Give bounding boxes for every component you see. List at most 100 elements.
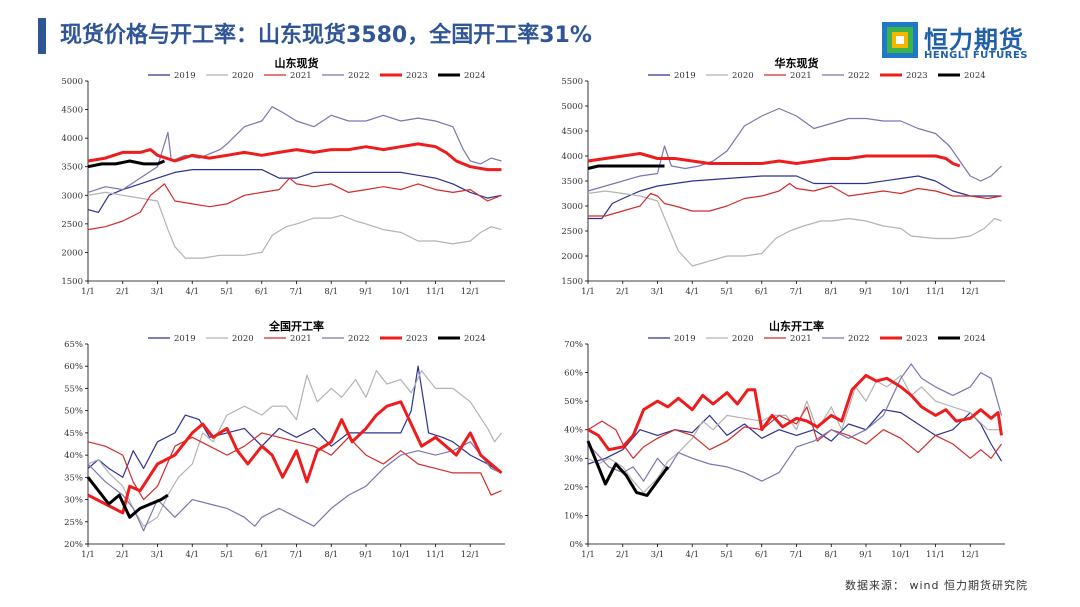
x-tick-label: 3/1 (651, 287, 665, 297)
y-tick-label: 3500 (561, 177, 583, 187)
x-tick-label: 4/1 (185, 550, 199, 560)
x-tick-label: 4/1 (185, 287, 199, 297)
y-tick-label: 1500 (61, 277, 83, 287)
legend-label-2022: 2022 (348, 334, 370, 344)
y-tick-label: 2000 (561, 252, 583, 262)
logo-name-cn: 恒力期货 (924, 26, 1024, 54)
legend-label-2020: 2020 (232, 71, 254, 81)
x-tick-label: 4/1 (685, 287, 699, 297)
x-tick-label: 3/1 (651, 550, 665, 560)
y-tick-label: 2500 (561, 227, 583, 237)
x-tick-label: 8/1 (324, 550, 338, 560)
x-tick-label: 5/1 (220, 287, 234, 297)
legend-label-2019: 2019 (674, 71, 696, 81)
x-tick-label: 9/1 (859, 287, 873, 297)
y-tick-label: 4500 (561, 127, 583, 137)
chart-shandong-spot: 山东现货 2019 2020 2021 2022 2023 2024 1500 2000 2500… (40, 55, 515, 300)
series-line-2020 (87, 370, 502, 527)
y-tick-label: 4000 (61, 134, 83, 144)
legend-label-2024: 2024 (964, 334, 986, 344)
x-tick-label: 11/1 (426, 550, 445, 560)
chart-title: 华东现货 (775, 56, 819, 70)
y-tick-label: 4500 (61, 106, 83, 116)
y-tick-label: 55% (64, 384, 83, 394)
legend-label-2023: 2023 (906, 71, 928, 81)
series-line-2023 (587, 152, 961, 168)
series-line-2019 (87, 365, 502, 478)
x-tick-label: 10/1 (391, 550, 410, 560)
series-line-2020 (587, 190, 1002, 267)
x-tick-label: 12/1 (461, 550, 480, 560)
data-source: 数据来源： wind 恒力期货研究院 (845, 579, 1028, 592)
series-line-2021 (587, 406, 1002, 459)
series-line-2024 (87, 159, 166, 169)
y-tick-label: 40% (64, 451, 83, 461)
logo-mark-icon (882, 22, 918, 58)
y-tick-label: 20% (64, 540, 83, 550)
legend-label-2019: 2019 (674, 334, 696, 344)
x-tick-label: 10/1 (391, 287, 410, 297)
x-tick-label: 12/1 (461, 287, 480, 297)
y-tick-label: 5500 (561, 77, 583, 87)
y-tick-label: 5000 (61, 77, 83, 87)
chart-svg: 山东开工率 2019 2020 2021 2022 2023 2024 0% 10% 20% 30%… (564, 319, 1005, 560)
series-line-2024 (86, 476, 169, 519)
x-tick-label: 6/1 (755, 287, 769, 297)
x-tick-label: 10/1 (891, 550, 910, 560)
legend-label-2019: 2019 (174, 71, 196, 81)
legend-label-2022: 2022 (848, 334, 870, 344)
chart-east-china-spot: 华东现货 2019 2020 2021 2022 2023 2024 1500 2000 2500… (540, 55, 1015, 300)
page-title: 现货价格与开工率：山东现货3580，全国开工率31% (60, 23, 592, 48)
legend-label-2020: 2020 (732, 334, 754, 344)
x-tick-label: 6/1 (755, 550, 769, 560)
y-tick-label: 2000 (61, 248, 83, 258)
x-tick-label: 4/1 (685, 550, 699, 560)
chart-national-operating-rate: 全国开工率 2019 2020 2021 2022 2023 2024 20% 25% 30% 35… (40, 318, 515, 563)
y-tick-label: 60% (64, 362, 83, 372)
x-tick-label: 2/1 (116, 287, 130, 297)
series-line-2021 (588, 182, 1002, 217)
x-tick-label: 9/1 (859, 550, 873, 560)
legend-label-2023: 2023 (406, 71, 428, 81)
series-line-2022 (587, 107, 1002, 192)
x-tick-label: 9/1 (359, 550, 373, 560)
y-tick-label: 4000 (561, 152, 583, 162)
y-tick-label: 0% (570, 540, 584, 550)
legend-label-2021: 2021 (790, 334, 812, 344)
x-tick-label: 11/1 (426, 287, 445, 297)
series-line-2022 (587, 363, 1003, 482)
title-accent-bar (38, 18, 46, 54)
series-line-2019 (587, 409, 1003, 465)
x-tick-label: 7/1 (790, 287, 804, 297)
x-tick-label: 7/1 (790, 550, 804, 560)
y-tick-label: 35% (64, 473, 83, 483)
chart-shandong-operating-rate: 山东开工率 2019 2020 2021 2022 2023 2024 0% 10% 20% 30%… (540, 318, 1015, 563)
x-tick-label: 8/1 (824, 550, 838, 560)
y-tick-label: 5000 (561, 102, 583, 112)
series-line-2022 (87, 106, 502, 193)
legend-label-2019: 2019 (174, 334, 196, 344)
series-line-2021 (87, 177, 502, 231)
x-tick-label: 2/1 (116, 550, 130, 560)
x-tick-label: 2/1 (616, 287, 630, 297)
x-tick-label: 6/1 (255, 550, 269, 560)
series-line-2024 (586, 440, 670, 497)
x-tick-label: 12/1 (961, 550, 980, 560)
x-tick-label: 1/1 (81, 550, 95, 560)
y-tick-label: 45% (64, 429, 83, 439)
x-tick-label: 1/1 (81, 287, 95, 297)
x-tick-label: 12/1 (961, 287, 980, 297)
x-tick-label: 2/1 (616, 550, 630, 560)
chart-svg: 华东现货 2019 2020 2021 2022 2023 2024 1500 2000 2500… (561, 56, 1005, 297)
x-tick-label: 1/1 (581, 550, 595, 560)
chart-svg: 山东现货 2019 2020 2021 2022 2023 2024 1500 2000 2500… (61, 56, 505, 297)
y-tick-label: 60% (564, 369, 583, 379)
brand-logo: 恒力期货 HENGLI FUTURES (882, 18, 1062, 68)
x-tick-label: 8/1 (324, 287, 338, 297)
chart-title: 山东开工率 (769, 319, 824, 333)
legend-label-2022: 2022 (848, 71, 870, 81)
chart-svg: 全国开工率 2019 2020 2021 2022 2023 2024 20% 25% 30% 35… (64, 319, 505, 560)
legend-label-2024: 2024 (464, 334, 486, 344)
y-tick-label: 3000 (61, 191, 83, 201)
x-tick-label: 9/1 (359, 287, 373, 297)
